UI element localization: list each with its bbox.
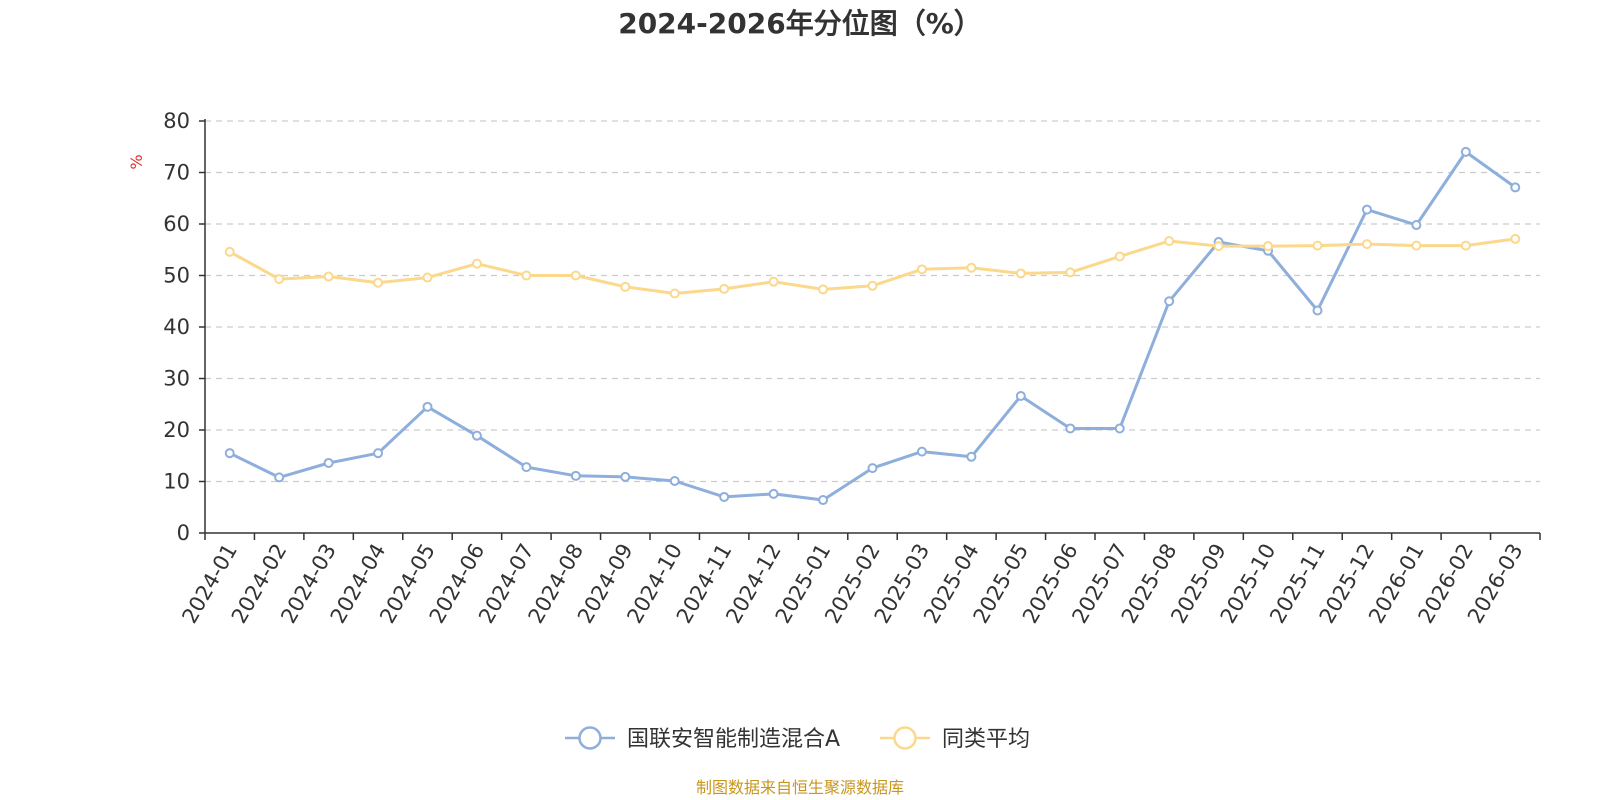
data-point[interactable] xyxy=(1510,233,1521,244)
data-point[interactable] xyxy=(719,283,730,294)
legend-circle-icon xyxy=(578,726,602,750)
data-point[interactable] xyxy=(620,471,631,482)
data-point[interactable] xyxy=(818,284,829,295)
legend[interactable]: 国联安智能制造混合A 同类平均 xyxy=(565,726,1030,752)
data-point[interactable] xyxy=(620,281,631,292)
data-point[interactable] xyxy=(1510,182,1521,193)
data-point[interactable] xyxy=(224,246,235,257)
legend-label: 同类平均 xyxy=(942,727,1030,752)
data-point[interactable] xyxy=(1411,220,1422,231)
data-point[interactable] xyxy=(1114,423,1125,434)
data-point[interactable] xyxy=(224,448,235,459)
data-point[interactable] xyxy=(1361,204,1372,215)
data-point[interactable] xyxy=(966,451,977,462)
data-point[interactable] xyxy=(1460,146,1471,157)
data-point[interactable] xyxy=(274,274,285,285)
data-point[interactable] xyxy=(471,430,482,441)
data-point[interactable] xyxy=(471,258,482,269)
data-point[interactable] xyxy=(1015,391,1026,402)
y-tick-label: 70 xyxy=(163,161,190,185)
y-tick-label: 60 xyxy=(163,212,190,236)
data-point[interactable] xyxy=(570,470,581,481)
data-point[interactable] xyxy=(818,495,829,506)
data-point[interactable] xyxy=(1114,251,1125,262)
data-point[interactable] xyxy=(1015,268,1026,279)
data-point[interactable] xyxy=(422,401,433,412)
y-tick-label: 0 xyxy=(177,521,190,545)
axes xyxy=(204,119,1540,534)
legend-circle-icon xyxy=(893,726,917,750)
chart-title: 2024-2026年分位图（%） xyxy=(618,7,982,40)
y-tick-label: 80 xyxy=(163,109,190,133)
data-point[interactable] xyxy=(1312,305,1323,316)
data-point[interactable] xyxy=(422,272,433,283)
legend-label: 国联安智能制造混合A xyxy=(627,727,840,752)
series-line xyxy=(229,150,1517,502)
data-point[interactable] xyxy=(521,462,532,473)
data-point[interactable] xyxy=(1065,423,1076,434)
data-point[interactable] xyxy=(1164,235,1175,246)
data-point[interactable] xyxy=(1263,241,1274,252)
series xyxy=(224,146,1521,506)
data-point[interactable] xyxy=(669,475,680,486)
data-point[interactable] xyxy=(521,270,532,281)
data-point[interactable] xyxy=(1411,240,1422,251)
data-point[interactable] xyxy=(768,488,779,499)
series-1 xyxy=(224,146,1521,506)
data-point[interactable] xyxy=(373,277,384,288)
data-point[interactable] xyxy=(570,270,581,281)
data-point[interactable] xyxy=(323,457,334,468)
grid-lines xyxy=(205,120,1540,483)
data-point[interactable] xyxy=(1361,239,1372,250)
data-point[interactable] xyxy=(1065,267,1076,278)
y-tick-label: 50 xyxy=(163,264,190,288)
y-tick-label: 10 xyxy=(163,470,190,494)
y-axis-ticks: 0 10 20 30 40 50 60 70 80 xyxy=(163,109,205,545)
data-point[interactable] xyxy=(867,280,878,291)
source-note: 制图数据来自恒生聚源数据库 xyxy=(696,778,904,797)
legend-item-1[interactable]: 国联安智能制造混合A xyxy=(565,726,840,752)
data-point[interactable] xyxy=(867,463,878,474)
data-point[interactable] xyxy=(966,262,977,273)
data-point[interactable] xyxy=(1460,240,1471,251)
data-point[interactable] xyxy=(274,472,285,483)
legend-item-2[interactable]: 同类平均 xyxy=(880,726,1030,752)
data-point[interactable] xyxy=(669,288,680,299)
data-point[interactable] xyxy=(1213,241,1224,252)
y-tick-label: 40 xyxy=(163,315,190,339)
data-point[interactable] xyxy=(323,271,334,282)
y-axis-unit: % xyxy=(127,154,146,169)
x-axis-ticks: 2024-012024-022024-032024-042024-052024-… xyxy=(177,533,1541,627)
series-2 xyxy=(224,233,1521,299)
data-point[interactable] xyxy=(916,264,927,275)
y-tick-label: 30 xyxy=(163,367,190,391)
y-tick-label: 20 xyxy=(163,418,190,442)
data-point[interactable] xyxy=(1312,240,1323,251)
data-point[interactable] xyxy=(916,446,927,457)
data-point[interactable] xyxy=(373,448,384,459)
data-point[interactable] xyxy=(1164,296,1175,307)
data-point[interactable] xyxy=(719,491,730,502)
data-point[interactable] xyxy=(768,276,779,287)
